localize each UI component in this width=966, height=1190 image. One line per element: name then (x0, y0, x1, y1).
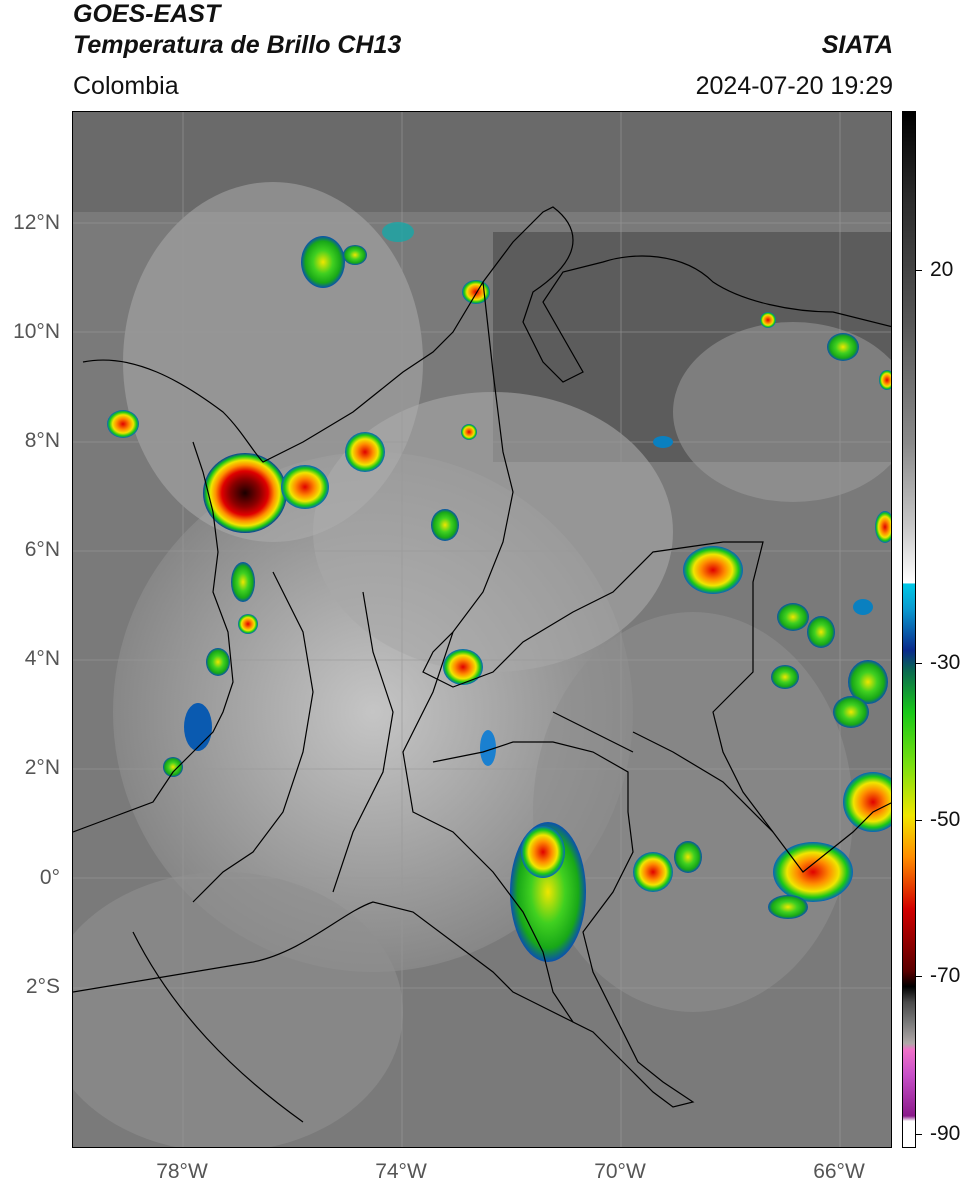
lon-label: 66°W (813, 1160, 865, 1183)
colorbar-tick (916, 1134, 922, 1135)
colorbar (902, 111, 916, 1148)
region-label: Colombia (73, 72, 179, 100)
lat-label: 0° (39, 866, 60, 889)
map-canvas (73, 112, 891, 1147)
storm-cells (107, 222, 891, 962)
lat-label: 8°N (24, 429, 60, 452)
satellite-map[interactable] (72, 111, 892, 1148)
lat-label: 10°N (13, 320, 60, 343)
lat-label: 2°S (25, 975, 60, 998)
lat-label: 12°N (13, 211, 60, 234)
colorbar-label: -90 (930, 1122, 961, 1145)
colorbar-label: -50 (930, 808, 961, 831)
product-title: Temperatura de Brillo CH13 (73, 31, 402, 59)
lon-label: 78°W (156, 1160, 208, 1183)
agency-label: SIATA (821, 31, 893, 59)
colorbar-label: 20 (930, 258, 954, 281)
lon-label: 70°W (594, 1160, 646, 1183)
colorbar-tick (916, 663, 922, 664)
satellite-title: GOES-EAST (73, 0, 221, 28)
lat-label: 6°N (24, 538, 60, 561)
colorbar-label: -30 (930, 651, 961, 674)
colorbar-tick (916, 820, 922, 821)
lon-label: 74°W (375, 1160, 427, 1183)
colorbar-label: -70 (930, 964, 961, 987)
datetime-label: 2024-07-20 19:29 (695, 72, 893, 100)
colorbar-tick (916, 270, 922, 271)
lat-label: 2°N (24, 756, 60, 779)
boundaries (73, 206, 891, 1123)
lat-label: 4°N (24, 647, 60, 670)
colorbar-tick (916, 976, 922, 977)
